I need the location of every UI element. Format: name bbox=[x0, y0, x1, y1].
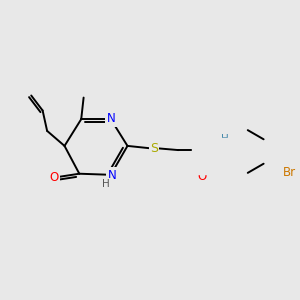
Text: H: H bbox=[221, 134, 229, 144]
Text: N: N bbox=[220, 144, 230, 157]
Text: N: N bbox=[108, 169, 117, 182]
Text: N: N bbox=[220, 144, 230, 157]
Text: O: O bbox=[198, 170, 207, 183]
Text: O: O bbox=[49, 171, 58, 184]
Text: N: N bbox=[106, 112, 115, 125]
Text: S: S bbox=[150, 142, 158, 155]
Bar bbox=[192, 138, 228, 174]
Bar bbox=[207, 111, 291, 189]
Text: H: H bbox=[222, 135, 230, 145]
Text: H: H bbox=[101, 179, 109, 189]
Text: Br: Br bbox=[283, 166, 296, 179]
